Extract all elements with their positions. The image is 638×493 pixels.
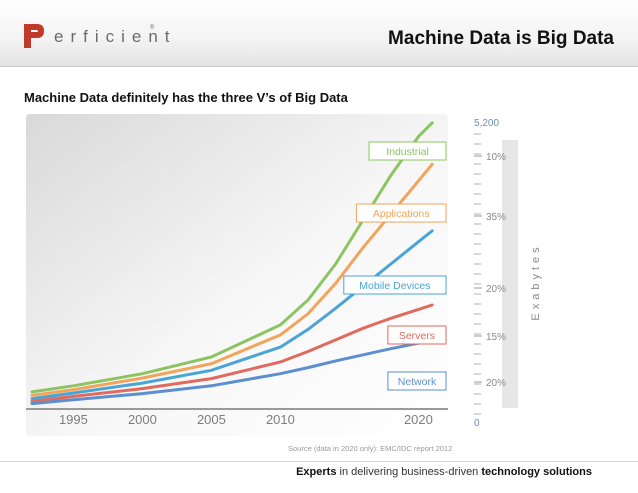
series-label-servers: Servers (399, 330, 435, 342)
series-label-network: Network (398, 376, 437, 388)
series-label-box-network (387, 371, 447, 391)
series-label-mobile-devices: Mobile Devices (359, 280, 430, 292)
series-label-industrial: Industrial (386, 146, 429, 158)
series-label-box-industrial (368, 141, 447, 161)
series-label-box-applications (355, 203, 447, 223)
footer-middle-text: in delivering business-driven (336, 466, 482, 478)
source-note: Source (data in 2020 only): EMC/IDC repo… (288, 444, 452, 453)
series-line-industrial (30, 121, 434, 394)
share-label-network: 20% (486, 378, 506, 389)
series-line-applications (30, 162, 434, 397)
slide-title: Machine Data is Big Data (388, 28, 614, 49)
exabytes-band (502, 140, 518, 408)
series-line-network (30, 338, 434, 406)
series-label-applications: Applications (373, 208, 430, 220)
chart-panel (26, 114, 448, 436)
brand-trademark: ® (150, 25, 155, 31)
slide-header: erficient ® Machine Data is Big Data (0, 0, 638, 67)
share-label-mobile-devices: 20% (486, 284, 506, 295)
share-label-servers: 15% (486, 332, 506, 343)
share-label-industrial: 10% (486, 152, 506, 163)
x-tick-label: 2020 (404, 412, 433, 427)
series-line-mobile-devices (30, 229, 434, 401)
footer-emphasis-solutions: technology solutions (481, 466, 592, 478)
series-label-box-servers (387, 325, 447, 345)
series-line-servers (30, 303, 434, 403)
x-tick-label: 2000 (128, 412, 157, 427)
footer-tagline: Experts in delivering business-driven te… (296, 466, 592, 478)
x-tick-label: 1995 (59, 412, 88, 427)
brand-name: erficient (54, 27, 177, 46)
slide-subtitle: Machine Data definitely has the three V’… (24, 90, 348, 105)
perficient-logo-icon (24, 24, 44, 48)
footer-emphasis-experts: Experts (296, 466, 337, 478)
y-min-label: 0 (474, 418, 480, 429)
share-label-applications: 35% (486, 212, 506, 223)
footer-divider (0, 461, 638, 462)
x-tick-label: 2005 (197, 412, 226, 427)
series-label-box-mobile-devices (343, 275, 447, 295)
x-tick-label: 2010 (266, 412, 295, 427)
y-max-label: 5,200 (474, 118, 499, 129)
exabytes-line-chart: 1995 2000 2005 2010 2020 5,200 0 Exabytes Indust… (26, 114, 542, 453)
y-axis-label: Exabytes (530, 243, 542, 320)
